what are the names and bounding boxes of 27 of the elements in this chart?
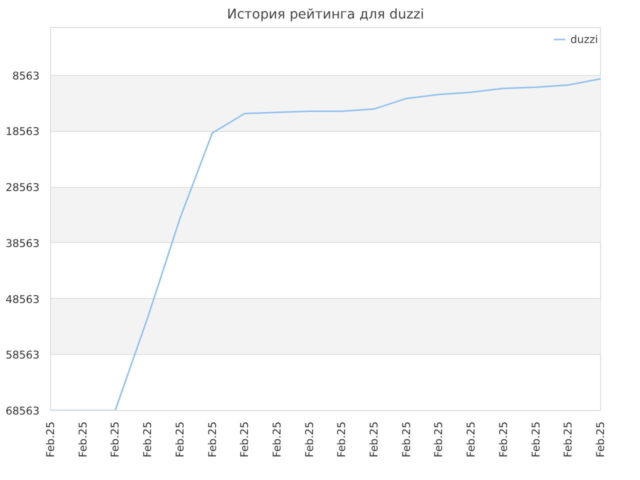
y-tick-label: 28563 bbox=[6, 181, 40, 194]
x-tick-label: Feb.25 bbox=[464, 421, 478, 458]
x-tick-label: Feb.25 bbox=[529, 421, 542, 458]
x-tick-label: Feb.25 bbox=[76, 421, 90, 458]
y-tick-label: 38563 bbox=[6, 236, 40, 250]
x-tick-label: Feb.25 bbox=[432, 421, 446, 458]
x-tick-label: Feb.25 bbox=[173, 421, 186, 458]
y-tick-label: 18563 bbox=[6, 125, 40, 138]
x-tick-label: Feb.25 bbox=[400, 421, 413, 458]
y-tick-label: 68563 bbox=[6, 404, 40, 418]
chart-title: История рейтинга для duzzi bbox=[226, 8, 424, 22]
x-tick-label: Feb.25 bbox=[238, 421, 252, 458]
y-tick-label: 48563 bbox=[6, 292, 40, 306]
y-tick-label: 8563 bbox=[12, 69, 40, 82]
x-tick-label: Feb.25 bbox=[206, 421, 219, 458]
x-tick-label: Feb.25 bbox=[141, 421, 154, 458]
x-tick-label: Feb.25 bbox=[368, 421, 381, 458]
x-tick-label: Feb.25 bbox=[335, 421, 348, 458]
x-tick-label: Feb.25 bbox=[108, 421, 122, 458]
x-tick-label: Feb.25 bbox=[496, 421, 510, 458]
x-tick-label: Feb.25 bbox=[270, 421, 284, 458]
legend-label: duzzi bbox=[570, 32, 598, 46]
x-tick-label: Feb.25 bbox=[44, 421, 57, 458]
x-tick-label: Feb.25 bbox=[594, 421, 607, 458]
x-tick-label: Feb.25 bbox=[302, 421, 316, 458]
y-tick-label: 58563 bbox=[6, 348, 40, 362]
x-tick-label: Feb.25 bbox=[562, 421, 575, 458]
